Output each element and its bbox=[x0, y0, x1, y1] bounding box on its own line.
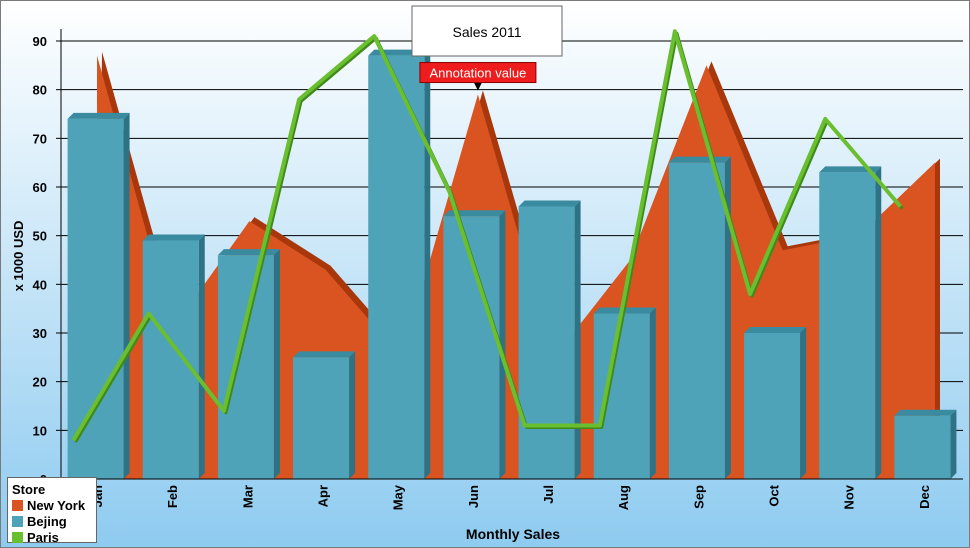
x-axis-title: Monthly Sales bbox=[466, 526, 560, 542]
x-tick-label: Nov bbox=[842, 484, 857, 509]
annotation-box bbox=[419, 62, 537, 84]
bar-top bbox=[443, 210, 506, 217]
legend-label-new-york: New York bbox=[27, 497, 86, 513]
bejing-bar bbox=[593, 307, 656, 479]
bar-top bbox=[142, 234, 205, 241]
bar-side bbox=[724, 156, 731, 479]
bar-front bbox=[217, 255, 274, 479]
bar-top bbox=[894, 409, 957, 416]
bar-side bbox=[574, 200, 581, 479]
x-tick-label: Jun bbox=[466, 485, 481, 508]
chart-title-box: Sales 2011 bbox=[411, 5, 563, 57]
paris-line-series bbox=[71, 29, 904, 443]
legend: Store New York Bejing Paris bbox=[7, 477, 97, 545]
bejing-bar bbox=[368, 49, 431, 479]
bar-side bbox=[123, 112, 130, 479]
legend-swatch-paris bbox=[12, 531, 23, 543]
bar-front bbox=[819, 172, 876, 479]
y-axis-title: x 1000 USD bbox=[11, 221, 26, 292]
legend-label-bejing: Bejing bbox=[27, 513, 67, 529]
legend-item-new-york: New York bbox=[12, 497, 96, 513]
x-tick-label: Apr bbox=[316, 485, 331, 507]
bejing-bar bbox=[744, 327, 807, 479]
bar-side bbox=[424, 49, 431, 479]
bar-front bbox=[67, 118, 124, 479]
paris-line bbox=[71, 29, 902, 442]
bejing-bar bbox=[894, 409, 957, 479]
bar-front bbox=[668, 162, 725, 479]
x-tick-label: Oct bbox=[767, 484, 782, 506]
y-tick-label: 40 bbox=[33, 277, 47, 292]
bar-front bbox=[894, 415, 951, 479]
axis-labels: x 1000 USD Monthly Sales bbox=[11, 221, 560, 542]
x-tick-label: Feb bbox=[165, 485, 180, 508]
y-tick-label: 70 bbox=[33, 131, 47, 146]
bar-front bbox=[368, 55, 425, 479]
y-tick-label: 50 bbox=[33, 229, 47, 244]
legend-swatch-new-york bbox=[12, 499, 23, 511]
bejing-bar bbox=[518, 200, 581, 479]
x-tick-label: Jul bbox=[541, 485, 556, 504]
legend-title: Store bbox=[12, 482, 46, 497]
legend-item-bejing: Bejing bbox=[12, 513, 96, 529]
bar-side bbox=[349, 351, 356, 479]
legend-swatch-bejing bbox=[12, 515, 23, 527]
bar-side bbox=[499, 210, 506, 479]
bar-top bbox=[668, 156, 731, 163]
bar-top bbox=[293, 351, 356, 358]
legend-item-paris: Paris bbox=[12, 529, 96, 545]
bejing-bar-series bbox=[67, 49, 957, 479]
bejing-bar bbox=[443, 210, 506, 479]
x-tick-label: Sep bbox=[691, 485, 706, 509]
bar-side bbox=[950, 409, 957, 479]
bar-side bbox=[649, 307, 656, 479]
bar-side bbox=[875, 166, 882, 479]
bar-front bbox=[744, 333, 801, 479]
y-tick-label: 60 bbox=[33, 180, 47, 195]
annotation-pointer bbox=[473, 82, 482, 91]
x-tick-label: May bbox=[391, 484, 406, 510]
bar-front bbox=[518, 206, 575, 479]
chart-title: Sales 2011 bbox=[452, 24, 521, 40]
y-tick-label: 80 bbox=[33, 83, 47, 98]
x-tick-label: Aug bbox=[616, 485, 631, 510]
bar-top bbox=[67, 112, 130, 119]
y-tick-label: 90 bbox=[33, 34, 47, 49]
legend-label-paris: Paris bbox=[27, 529, 59, 545]
annotation-label: Annotation value bbox=[429, 66, 526, 81]
axes: 0102030405060708090JanFebMarAprMayJunJul… bbox=[33, 29, 963, 510]
y-tick-label: 20 bbox=[33, 375, 47, 390]
bar-top bbox=[744, 327, 807, 333]
bejing-bar bbox=[142, 234, 205, 479]
bar-side bbox=[800, 327, 807, 479]
bar-side bbox=[273, 249, 280, 479]
bejing-bar bbox=[67, 112, 130, 479]
bar-front bbox=[142, 240, 199, 479]
bejing-bar bbox=[668, 156, 731, 479]
y-tick-label: 30 bbox=[33, 326, 47, 341]
y-tick-label: 10 bbox=[33, 423, 47, 438]
bar-top bbox=[217, 249, 280, 256]
bar-front bbox=[293, 357, 350, 479]
bejing-bar bbox=[293, 351, 356, 479]
bejing-bar bbox=[217, 249, 280, 479]
bar-top bbox=[518, 200, 581, 207]
bar-side bbox=[198, 234, 205, 479]
bejing-bar bbox=[819, 166, 882, 479]
x-tick-label: Dec bbox=[917, 485, 932, 509]
x-tick-label: Mar bbox=[240, 485, 255, 508]
annotation: Annotation value bbox=[419, 62, 537, 91]
bar-front bbox=[593, 313, 650, 479]
